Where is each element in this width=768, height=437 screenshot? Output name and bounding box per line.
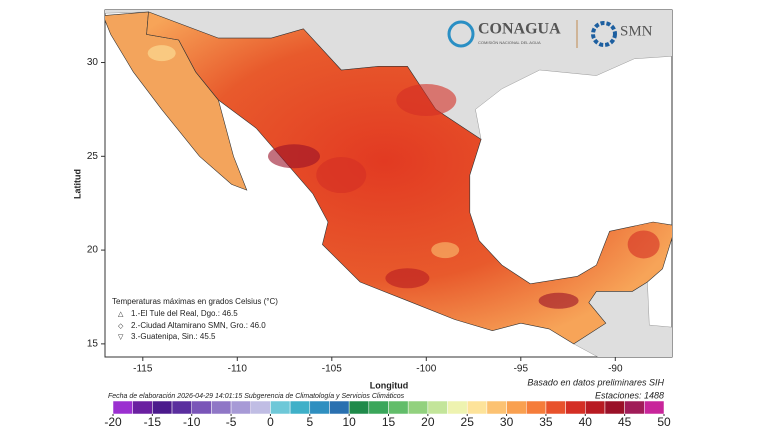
colorbar-swatch <box>466 400 488 415</box>
colorbar-tick-label: 15 <box>382 415 396 429</box>
colorbar-tick-label: -5 <box>226 415 237 429</box>
logo-subtext: COMISIÓN NACIONAL DEL AGUA <box>478 40 541 45</box>
map-layer <box>105 10 768 357</box>
colorbar-tick-label: -15 <box>144 415 162 429</box>
colorbar-swatch <box>348 400 370 415</box>
x-tick-label: -115 <box>133 364 153 375</box>
colorbar-swatch <box>230 400 251 415</box>
legend-symbol: ◇ <box>118 323 124 330</box>
colorbar-tick-label: 5 <box>306 415 313 429</box>
colorbar-swatch <box>545 400 566 415</box>
logo-icon <box>447 20 475 48</box>
colorbar-swatch <box>211 400 232 415</box>
logos: CONAGUA COMISIÓN NACIONAL DEL AGUA SMN <box>447 20 653 48</box>
colorbar-tick-label: 30 <box>500 415 514 429</box>
heat-zone <box>268 144 320 169</box>
x-tick-label: -90 <box>608 364 623 375</box>
colorbar-swatch <box>171 400 192 415</box>
legend-symbol: △ <box>118 311 124 318</box>
colorbar-swatch <box>447 400 468 415</box>
colorbar-tick-label: 50 <box>657 415 671 429</box>
legend-title: Temperaturas máximas en grados Celsius (… <box>112 297 278 306</box>
colorbar-swatch <box>585 400 606 415</box>
colorbar-swatch <box>644 400 665 415</box>
legend-item: 2.-Ciudad Altamirano SMN, Gro.: 46.0 <box>131 321 266 330</box>
legend-item: 3.-Guatenipa, Sin.: 45.5 <box>131 332 216 341</box>
colorbar-tick-label: -10 <box>183 415 201 429</box>
x-tick-label: -100 <box>416 364 436 375</box>
y-tick-label: 20 <box>87 245 99 256</box>
logo-text: SMN <box>620 23 653 39</box>
colorbar-swatch <box>152 400 173 415</box>
legend-symbol: ▽ <box>118 334 124 341</box>
colorbar-tick-label: 10 <box>342 415 356 429</box>
y-tick-label: 25 <box>87 151 99 162</box>
colorbar-swatch <box>250 400 271 415</box>
heat-zone <box>431 242 460 259</box>
colorbar-tick-label: 20 <box>421 415 435 429</box>
colorbar-swatch <box>506 400 527 415</box>
colorbar-tick-label: -20 <box>104 415 122 429</box>
x-tick-label: -95 <box>514 364 529 375</box>
colorbar-tick-label: 35 <box>539 415 553 429</box>
colorbar-swatch <box>132 400 153 415</box>
colorbar: -20 -15 -10 -5 0 5 10 15 20 25 30 35 40 45 50 <box>104 400 671 429</box>
colorbar-swatch <box>329 400 350 415</box>
colorbar-swatch <box>427 400 448 415</box>
colorbar-swatch <box>565 400 586 415</box>
x-axis-label: Longitud <box>370 380 408 390</box>
cuba-land <box>710 190 768 220</box>
colorbar-swatch <box>309 400 330 415</box>
footer-stations: Estaciones: 1488 <box>595 390 664 400</box>
colorbar-swatch <box>270 400 291 415</box>
colorbar-swatch <box>289 400 311 415</box>
heat-zone <box>385 268 430 289</box>
heat-zone <box>627 230 660 259</box>
axes: -115 -110 -105 -100 -95 -90 15 20 25 30 <box>87 57 623 374</box>
legend-box: Temperaturas máximas en grados Celsius (… <box>112 297 278 341</box>
colorbar-swatch <box>526 400 547 415</box>
colorbar-tick-label: 25 <box>461 415 475 429</box>
heat-zone <box>147 45 176 62</box>
colorbar-tick-label: 40 <box>579 415 593 429</box>
legend-item: 1.-El Tule del Real, Dgo.: 46.5 <box>131 309 238 318</box>
x-tick-label: -110 <box>228 364 248 375</box>
colorbar-tick-label: 45 <box>618 415 632 429</box>
y-tick-label: 15 <box>87 339 99 350</box>
logo-text: CONAGUA <box>478 21 561 38</box>
x-tick-label: -105 <box>322 364 342 375</box>
logo-icon <box>591 21 617 47</box>
footer-date: Fecha de elaboración 2026-04-29 14:01:15… <box>108 393 405 400</box>
colorbar-swatch <box>368 400 389 415</box>
colorbar-swatch <box>604 400 625 415</box>
heat-zone <box>396 84 457 117</box>
footer-source: Basado en datos preliminares SIH <box>527 377 664 387</box>
heat-zone <box>538 292 579 309</box>
colorbar-swatch <box>407 400 429 415</box>
colorbar-swatch <box>191 400 212 415</box>
y-axis-label: Latitud <box>72 169 82 199</box>
y-tick-label: 30 <box>87 57 99 68</box>
heat-zone <box>316 157 367 194</box>
colorbar-tick-label: 0 <box>267 415 274 429</box>
colorbar-swatch <box>388 400 409 415</box>
colorbar-swatch <box>624 400 645 415</box>
colorbar-swatch <box>112 400 133 415</box>
colorbar-swatch <box>486 400 507 415</box>
